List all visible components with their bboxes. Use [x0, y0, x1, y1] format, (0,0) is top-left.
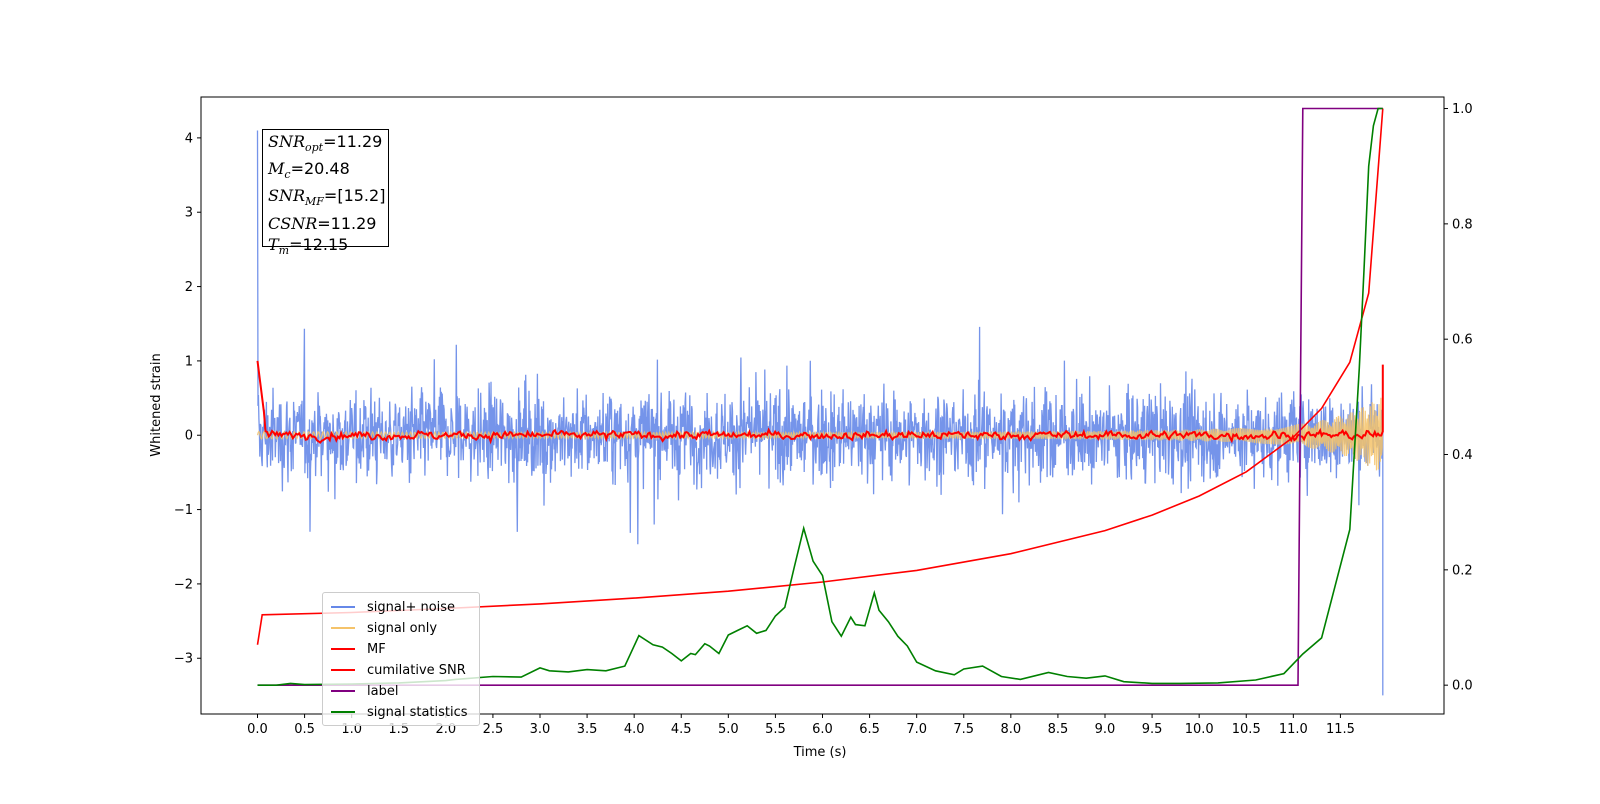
- y-left-tick-label: −2: [174, 577, 193, 592]
- legend-swatch-signal-statistics: [331, 711, 355, 713]
- legend-label-mf: MF: [367, 641, 386, 657]
- y-axis-left-ticks: −3 −2 −1 0 1 2 3 4: [174, 131, 201, 667]
- snr-mf-subscript: MF: [305, 195, 324, 209]
- series-mf: [256, 360, 1384, 445]
- x-tick-label: 7.0: [906, 722, 927, 737]
- snr-annotation-box: SNRopt=11.29 Mc=20.48 SNRMF=[15.2] CSNR=…: [262, 129, 389, 257]
- y-right-tick-label: 0.6: [1452, 333, 1473, 348]
- x-tick-label: 11.0: [1279, 722, 1308, 737]
- x-tick-label: 8.0: [1000, 722, 1021, 737]
- legend-label-cumulative-snr: cumilative SNR: [367, 662, 466, 678]
- x-tick-label: 5.0: [718, 722, 739, 737]
- x-tick-label: 6.0: [812, 722, 833, 737]
- x-tick-label: 0.5: [294, 722, 315, 737]
- legend-swatch-label: [331, 690, 355, 692]
- label-line: [257, 107, 1383, 687]
- tm-value: =12.15: [289, 234, 349, 254]
- x-tick-label: 4.0: [624, 722, 645, 737]
- csnr-symbol: CSNR: [268, 213, 318, 233]
- y-right-tick-label: 0.0: [1452, 679, 1473, 694]
- legend-swatch-signal-only: [331, 627, 355, 629]
- csnr-line: CSNR=11.29: [268, 213, 383, 234]
- y-right-tick-label: 0.2: [1452, 563, 1473, 578]
- y-left-tick-label: 2: [185, 280, 193, 295]
- y-axis-left-label: Whitened strain: [149, 353, 164, 456]
- x-tick-label: 8.5: [1048, 722, 1069, 737]
- y-right-tick-label: 0.4: [1452, 448, 1473, 463]
- tm-symbol: T: [268, 234, 279, 254]
- legend-item-signal-noise: signal+ noise: [331, 597, 455, 617]
- y-left-tick-label: 4: [185, 131, 193, 146]
- tm-subscript: m: [278, 243, 290, 257]
- y-left-tick-label: 0: [185, 429, 193, 444]
- series-cumulative-snr: [256, 108, 1384, 645]
- snr-opt-symbol: SNR: [268, 132, 306, 151]
- legend-item-signal-statistics: signal statistics: [331, 702, 468, 722]
- y-axis-right-ticks: 0.0 0.2 0.4 0.6 0.8 1.0: [1444, 102, 1473, 694]
- legend: signal+ noise signal only MF cumilative …: [322, 592, 480, 726]
- x-tick-label: 5.5: [765, 722, 786, 737]
- x-tick-label: 11.5: [1326, 722, 1355, 737]
- legend-item-cumulative-snr: cumilative SNR: [331, 660, 466, 680]
- signal-statistics-line: [257, 107, 1383, 687]
- x-tick-label: 7.5: [953, 722, 974, 737]
- series-label: [257, 107, 1383, 687]
- x-axis-label: Time (s): [793, 745, 847, 760]
- snr-mf-value: =[15.2]: [323, 186, 386, 206]
- x-tick-label: 9.0: [1095, 722, 1116, 737]
- mc-value: =20.48: [290, 159, 350, 179]
- x-tick-label: 4.5: [671, 722, 692, 737]
- x-tick-label: 9.5: [1142, 722, 1163, 737]
- y-right-tick-label: 0.8: [1452, 217, 1473, 232]
- y-right-tick-label: 1.0: [1452, 102, 1473, 117]
- legend-item-mf: MF: [331, 639, 386, 659]
- x-tick-label: 6.5: [859, 722, 880, 737]
- legend-label-label: label: [367, 683, 399, 699]
- y-left-tick-label: 1: [185, 354, 193, 369]
- y-left-tick-label: −3: [174, 652, 193, 667]
- csnr-value: =11.29: [317, 213, 377, 233]
- legend-item-signal-only: signal only: [331, 618, 437, 638]
- legend-swatch-signal-noise: [331, 606, 355, 608]
- x-tick-label: 2.5: [483, 722, 504, 737]
- snr-opt-value: =11.29: [323, 132, 383, 151]
- tm-line: Tm=12.15: [268, 234, 383, 261]
- mc-line: Mc=20.48: [268, 158, 383, 185]
- legend-swatch-mf: [331, 648, 355, 650]
- y-left-tick-label: 3: [185, 206, 193, 221]
- x-tick-label: 3.5: [577, 722, 598, 737]
- mc-symbol: M: [268, 159, 285, 179]
- snr-opt-line: SNRopt=11.29: [268, 131, 383, 158]
- snr-mf-line: SNRMF=[15.2]: [268, 185, 386, 212]
- snr-mf-symbol: SNR: [268, 186, 306, 206]
- cumulative-snr-line: [256, 108, 1384, 645]
- legend-label-signal-noise: signal+ noise: [367, 599, 456, 615]
- y-left-tick-label: −1: [174, 503, 193, 518]
- series-signal-statistics: [257, 107, 1383, 687]
- legend-label-signal-only: signal only: [367, 620, 438, 636]
- x-tick-label: 10.5: [1232, 722, 1261, 737]
- legend-swatch-cumulative-snr: [331, 669, 355, 671]
- x-tick-label: 3.0: [530, 722, 551, 737]
- snr-opt-subscript: opt: [305, 141, 324, 155]
- mf-line: [256, 360, 1384, 445]
- x-tick-label: 0.0: [247, 722, 268, 737]
- x-tick-label: 10.0: [1185, 722, 1214, 737]
- legend-item-label: label: [331, 681, 398, 701]
- mc-subscript: c: [284, 168, 291, 182]
- legend-label-signal-statistics: signal statistics: [367, 704, 468, 720]
